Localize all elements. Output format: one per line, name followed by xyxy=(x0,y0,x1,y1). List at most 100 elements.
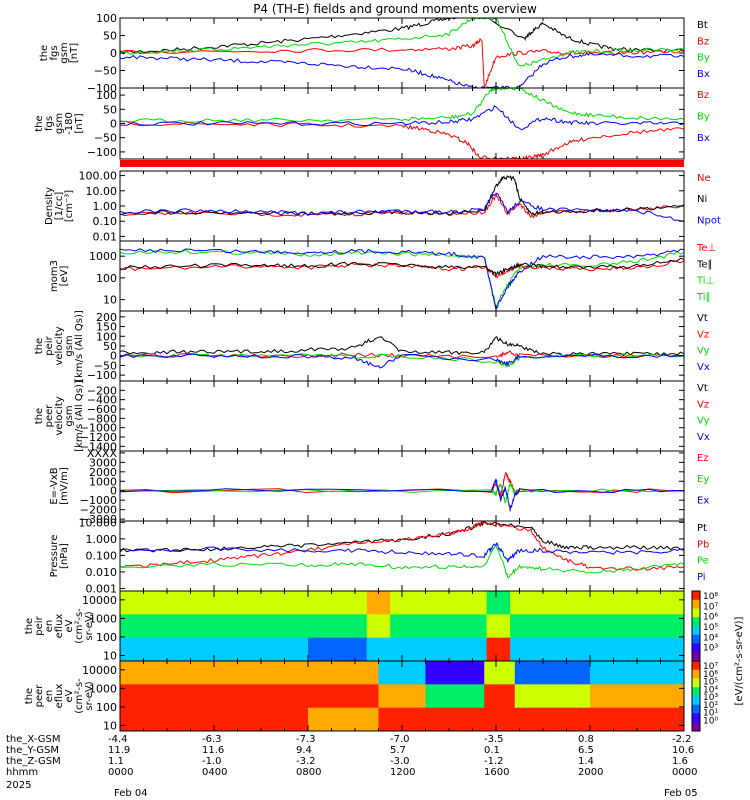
ephem-value: 0800 xyxy=(296,767,322,778)
series-Ne xyxy=(119,191,685,219)
heat-cell-mid-4 xyxy=(425,684,485,709)
y-axis-label: peir xyxy=(44,335,55,355)
series-Pb xyxy=(119,520,685,571)
legend-By: By xyxy=(697,112,710,123)
colorbar-cell xyxy=(692,669,700,679)
colorbar-tick-label: 10⁰ xyxy=(703,716,718,726)
colorbar-cell xyxy=(692,661,700,671)
heat-cell-low-1 xyxy=(214,707,309,731)
heat-cell-high-7 xyxy=(590,661,685,685)
y-tick-label: 3000 xyxy=(89,456,117,469)
y-tick-label: 100 xyxy=(96,631,117,644)
heat-cell-high-6 xyxy=(514,661,591,685)
y-tick-label: 100 xyxy=(96,701,117,714)
y-tick-label: 50 xyxy=(103,340,117,353)
y-axis-label: Pressure xyxy=(49,535,60,578)
ephem-value: 0400 xyxy=(202,767,228,778)
heat-cell-low-0 xyxy=(120,637,215,661)
legend-Ti⊥: Ti⊥ xyxy=(696,276,714,287)
series-Vt xyxy=(119,336,685,357)
series-By xyxy=(119,17,685,67)
y-axis-label: gsm xyxy=(64,405,75,426)
series-Ez xyxy=(119,472,685,498)
y-tick-label: 0.001 xyxy=(86,582,118,595)
heat-cell-low-7 xyxy=(590,707,685,731)
heat-cell-mid-0 xyxy=(120,684,215,709)
legend-Pb: Pb xyxy=(697,539,709,550)
colorbar-tick-label: 10² xyxy=(703,701,718,711)
heat-cell-mid-2 xyxy=(308,684,379,709)
panel-pressure: 10.000 1.000 0.100 0.010 0.001 Pressure [nPa] P… xyxy=(49,516,709,595)
y-tick-label: −50 xyxy=(94,65,117,78)
y-tick-label: 10 xyxy=(103,719,117,732)
legend-Vx: Vx xyxy=(697,432,710,443)
y-axis-label: peer xyxy=(44,404,55,428)
colorbar-cell xyxy=(692,599,700,609)
legend-Vz: Vz xyxy=(697,329,709,340)
y-tick-label: 10.000 xyxy=(79,516,118,529)
panel-fgs: 100 50 0 −50 −100 the fgs gsm [nT] Bt Bz By Bx xyxy=(39,12,710,95)
colorbar-tick-label: 10⁶ xyxy=(703,670,718,680)
y-axis-label: gsm xyxy=(64,335,75,356)
y-axis-label: velocity xyxy=(54,326,65,365)
y-tick-label: 10.00 xyxy=(86,185,118,198)
ephem-value: 0000 xyxy=(108,767,134,778)
y-tick-label: −100 xyxy=(87,82,117,95)
ephem-value: 1.6 xyxy=(672,756,688,767)
panel-frame xyxy=(119,170,685,242)
series-Pe xyxy=(119,543,685,579)
y-tick-label: −50 xyxy=(94,359,117,372)
y-tick-label: 1000 xyxy=(89,475,117,488)
ephem-value: 1600 xyxy=(484,767,510,778)
series-Ti⊥ xyxy=(119,249,685,308)
ephem-value: -3.2 xyxy=(296,756,316,767)
ephem-value: -3.5 xyxy=(484,734,504,745)
y-tick-label: 0.010 xyxy=(86,566,118,579)
heat-cell-low-5 xyxy=(484,707,516,731)
colorbar-cell xyxy=(692,643,700,653)
y-axis-label: [nT] xyxy=(69,43,80,63)
ephem-value: 0000 xyxy=(672,767,698,778)
y-tick-label: −3000 xyxy=(80,513,117,526)
y-axis-label: [nT] xyxy=(74,113,85,133)
heat-cell-mid-7 xyxy=(590,614,685,639)
y-tick-label: 150 xyxy=(96,321,117,334)
y-tick-label: 100 xyxy=(96,272,117,285)
heat-cell-mid-4 xyxy=(390,614,488,639)
colorbar-cell xyxy=(692,591,700,601)
ephem-value: 0.8 xyxy=(578,734,594,745)
y-tick-label: 0 xyxy=(110,47,117,60)
colorbar-cell xyxy=(692,722,700,732)
y-axis-label: (cm²-s- xyxy=(74,608,85,644)
panel-density: 100.00 10.00 1.00 0.10 0.01 Density [1/cc] [cm⁻… xyxy=(44,170,721,244)
heat-cell-mid-7 xyxy=(590,684,685,709)
colorbar-cell xyxy=(692,713,700,723)
legend-Bt: Bt xyxy=(697,20,708,31)
heat-cell-mid-5 xyxy=(486,614,511,639)
heat-cell-mid-1 xyxy=(214,684,309,709)
heat-cell-mid-0 xyxy=(120,614,215,639)
heat-cell-high-7 xyxy=(590,591,685,615)
y-tick-label: 0.01 xyxy=(93,230,118,243)
heat-cell-low-2 xyxy=(308,637,368,661)
y-axis-label: eV xyxy=(64,689,75,702)
heat-cell-high-0 xyxy=(120,591,215,615)
colorbar-cell xyxy=(692,696,700,706)
y-tick-label: 10 xyxy=(103,649,117,662)
legend-Pe: Pe xyxy=(697,556,709,567)
colorbar-cell xyxy=(692,678,700,688)
y-axis-label: gsm xyxy=(59,42,70,63)
y-tick-label: −600 xyxy=(87,403,117,416)
ephem-value: -3.0 xyxy=(390,756,410,767)
y-tick-label: 1.000 xyxy=(86,533,118,546)
series-Te∥ xyxy=(119,257,685,278)
series-Pi xyxy=(119,542,685,563)
panel-frame xyxy=(119,380,685,452)
series-Bx xyxy=(119,105,685,131)
legend-Vy: Vy xyxy=(697,416,710,427)
legend-Ti∥: Ti∥ xyxy=(696,292,711,303)
y-axis-label: [nPa] xyxy=(59,543,70,569)
series-Te⊥ xyxy=(119,260,685,279)
heat-cell-mid-3 xyxy=(366,614,391,639)
legend-Vt: Vt xyxy=(697,383,708,394)
